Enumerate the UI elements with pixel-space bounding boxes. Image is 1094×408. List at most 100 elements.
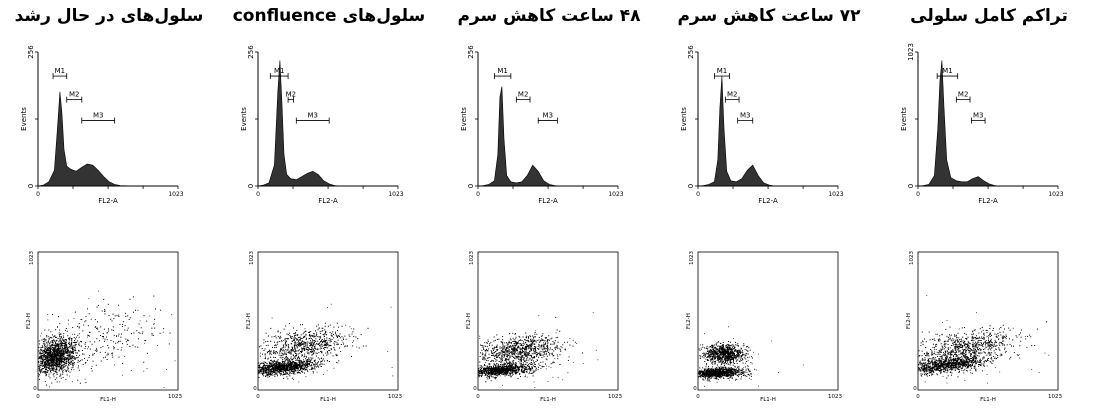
scatter-point bbox=[301, 367, 303, 369]
scatter-point bbox=[310, 345, 312, 347]
scatter-point bbox=[294, 332, 296, 334]
scatter-point bbox=[519, 363, 521, 365]
scatter-point bbox=[505, 353, 507, 355]
scatter-point bbox=[299, 336, 301, 338]
scatter-point bbox=[46, 362, 48, 364]
scatter-point bbox=[496, 372, 498, 374]
scatter-point bbox=[301, 370, 303, 372]
scatter-point bbox=[319, 341, 321, 343]
scatter-point bbox=[512, 360, 514, 362]
scatter-point bbox=[45, 360, 47, 362]
scatter-point bbox=[495, 377, 497, 379]
scatter-point bbox=[304, 362, 306, 364]
scatter-point bbox=[270, 373, 272, 375]
scatter-point bbox=[520, 343, 521, 345]
scatter-point bbox=[315, 355, 317, 357]
scatter-point bbox=[69, 371, 71, 373]
scatter-point bbox=[493, 336, 495, 338]
scatter-point bbox=[310, 360, 312, 361]
scatter-point bbox=[333, 348, 335, 350]
scatter-point bbox=[270, 374, 272, 376]
scatter-point bbox=[480, 344, 482, 346]
scatter-point bbox=[526, 340, 528, 342]
scatter-point bbox=[273, 366, 275, 368]
scatter-point bbox=[58, 363, 60, 365]
scatter-point bbox=[296, 372, 298, 374]
scatter-point bbox=[65, 342, 67, 344]
scatter-point bbox=[490, 380, 492, 382]
scatter-point bbox=[59, 368, 61, 370]
scatter-point bbox=[58, 348, 60, 350]
scatter-point bbox=[293, 365, 295, 367]
scatter-point bbox=[46, 341, 48, 343]
scatter-point bbox=[483, 372, 485, 374]
scatter-point bbox=[491, 369, 493, 371]
scatter-point bbox=[277, 375, 278, 377]
scatter-point bbox=[285, 373, 287, 375]
scatter-point bbox=[528, 354, 530, 356]
scatter-point bbox=[307, 349, 309, 351]
scatter-point bbox=[497, 366, 499, 368]
scatter-point bbox=[260, 368, 262, 370]
scatter-point bbox=[298, 356, 299, 358]
scatter-point bbox=[323, 347, 325, 348]
scatter-point bbox=[55, 341, 56, 343]
scatter-point bbox=[294, 337, 296, 339]
scatter-point bbox=[305, 359, 307, 361]
scatter-point bbox=[53, 370, 55, 372]
scatter-point bbox=[303, 356, 305, 358]
scatter-point bbox=[283, 367, 284, 369]
scatter-point bbox=[59, 366, 61, 368]
scatter-point bbox=[336, 362, 338, 363]
scatter-point bbox=[533, 360, 534, 362]
scatter-point bbox=[498, 371, 500, 373]
scatter-point bbox=[62, 345, 64, 347]
scatter-point bbox=[513, 354, 515, 356]
scatter-point bbox=[47, 353, 49, 355]
scatter-point bbox=[58, 357, 60, 359]
scatter-point bbox=[267, 366, 269, 368]
scatter-point bbox=[319, 337, 321, 339]
scatter-point bbox=[269, 370, 271, 372]
scatter-point bbox=[559, 348, 561, 350]
scatter-point bbox=[331, 335, 333, 337]
scatter-point bbox=[489, 370, 491, 371]
scatter-point bbox=[313, 363, 315, 365]
scatter-point bbox=[91, 343, 93, 345]
scatter-point bbox=[312, 342, 314, 344]
scatter-point bbox=[269, 366, 271, 368]
scatter-point bbox=[512, 369, 514, 371]
scatter-point bbox=[489, 372, 491, 373]
scatter-point bbox=[78, 356, 80, 358]
scatter-point bbox=[57, 354, 59, 356]
scatter-point bbox=[532, 365, 534, 367]
scatter-point bbox=[41, 371, 43, 373]
scatter-point bbox=[292, 337, 294, 339]
scatter-point bbox=[539, 364, 541, 366]
scatter-point bbox=[294, 362, 296, 364]
scatter-point bbox=[321, 347, 322, 349]
scatter-point bbox=[488, 373, 489, 375]
y-axis-label: FL2-H bbox=[246, 313, 252, 329]
scatter-point bbox=[64, 357, 66, 359]
scatter-point bbox=[488, 373, 489, 374]
scatter-point bbox=[332, 331, 334, 333]
scatter-point bbox=[270, 365, 271, 367]
scatter-point bbox=[496, 353, 498, 355]
scatter-point bbox=[324, 340, 326, 342]
scatter-point bbox=[490, 350, 492, 352]
scatter-point bbox=[71, 341, 73, 343]
scatter-point bbox=[487, 378, 489, 380]
scatter-point bbox=[106, 354, 108, 356]
scatter-point bbox=[391, 367, 393, 368]
scatter-point bbox=[276, 362, 278, 364]
scatter-point bbox=[324, 325, 326, 327]
scatter-point bbox=[530, 339, 532, 341]
scatter-point bbox=[70, 358, 72, 360]
scatter-point bbox=[485, 354, 486, 356]
scatter-point bbox=[530, 343, 532, 345]
scatter-point bbox=[59, 351, 60, 353]
scatter-point bbox=[307, 350, 309, 352]
scatter-point bbox=[45, 369, 46, 371]
scatter-point bbox=[71, 351, 73, 353]
